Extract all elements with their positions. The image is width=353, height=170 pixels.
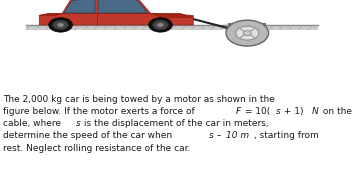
Text: = 10(: = 10( [242,107,270,116]
Text: , starting from: , starting from [254,131,319,140]
Text: cable, where: cable, where [2,119,64,128]
Text: –: – [214,131,225,140]
Polygon shape [151,13,193,17]
Polygon shape [62,0,151,13]
Text: determine the speed of the car when: determine the speed of the car when [2,131,175,140]
Text: s: s [76,119,80,128]
Text: rest. Neglect rolling resistance of the car.: rest. Neglect rolling resistance of the … [2,144,190,153]
Text: s: s [276,107,280,116]
Polygon shape [64,0,95,13]
Text: 10 m: 10 m [227,131,250,140]
Polygon shape [39,13,193,25]
Circle shape [153,20,168,30]
Text: s: s [209,131,213,140]
Polygon shape [39,13,62,15]
Circle shape [236,26,259,40]
Circle shape [243,31,251,36]
Text: on the: on the [320,107,352,116]
Text: is the displacement of the car in meters,: is the displacement of the car in meters… [81,119,269,128]
Text: figure below. If the motor exerts a force of: figure below. If the motor exerts a forc… [2,107,197,116]
Circle shape [149,18,172,32]
Circle shape [157,23,164,27]
Text: The 2,000 kg car is being towed by a motor as shown in the: The 2,000 kg car is being towed by a mot… [2,95,275,104]
Circle shape [53,20,68,30]
Text: N: N [312,107,318,116]
Text: + 1): + 1) [281,107,307,116]
Circle shape [226,20,269,46]
Polygon shape [98,0,148,13]
Text: F: F [235,107,241,116]
Bar [26,25,318,30]
Circle shape [57,23,64,27]
Circle shape [49,18,72,32]
